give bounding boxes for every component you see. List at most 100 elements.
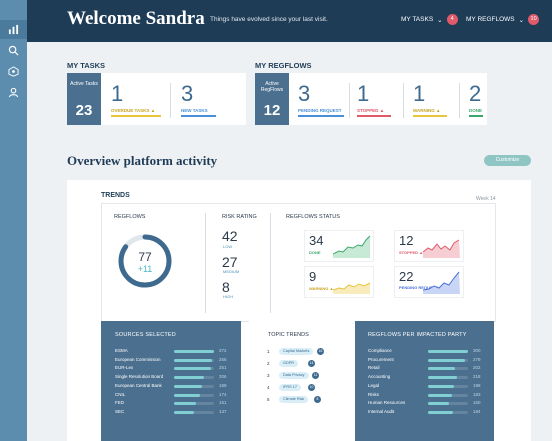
status-warning-value: 9 [309, 269, 317, 284]
pending-request-count: 3 [298, 81, 311, 106]
week-selector[interactable]: Week 14 [476, 196, 496, 202]
source-row[interactable]: Single Resolution Board 206 [115, 374, 233, 383]
status-card-pending[interactable]: 22 PENDING REQUEST [394, 266, 464, 298]
impacted-party-row[interactable]: Accounting 218 [368, 374, 487, 383]
source-bar-track [174, 376, 214, 380]
topic-row[interactable]: 4 IFRS 17 10 [267, 384, 337, 392]
pending-request-metric[interactable]: 3 PENDING REQUEST [298, 83, 344, 117]
risk-low-label: LOW [223, 244, 233, 249]
status-card-done[interactable]: 34 DONE [304, 230, 374, 262]
impacted-party-value: 279 [473, 356, 481, 362]
source-bar [174, 367, 211, 371]
source-bar-track [174, 402, 214, 406]
impacted-party-title: REGFLOWS PER IMPACTED PARTY [368, 332, 467, 338]
source-value: 272 [219, 348, 227, 353]
impacted-party-name: Risks [368, 391, 379, 397]
source-name: CNIL [115, 391, 126, 397]
warning-icon: ▲ [150, 108, 156, 113]
topic-row[interactable]: 1 Capital Markets 16 [267, 348, 337, 356]
source-row[interactable]: EUR-Lex 251 [115, 365, 233, 374]
new-tasks-metric[interactable]: 3 NEW TASKS [181, 83, 216, 117]
sidebar-item-search[interactable] [0, 41, 27, 60]
sidebar-item-network[interactable] [0, 62, 27, 81]
divider [270, 213, 271, 313]
stopped-count: 1 [357, 81, 370, 106]
topic-rank: 4 [267, 385, 270, 390]
source-bar [174, 358, 212, 362]
sidebar [0, 0, 27, 441]
risk-medium-value: 27 [222, 254, 238, 270]
topic-count-badge: 16 [317, 348, 324, 355]
impacted-party-bar-track [428, 384, 468, 388]
source-name: Single Resolution Board [115, 374, 164, 380]
source-bar [174, 410, 195, 414]
status-card-stopped[interactable]: 12 STOPPED ▲ [394, 230, 464, 262]
regflows-count-badge: 10 [528, 14, 540, 25]
risk-rating-title: RISK RATING [222, 214, 257, 220]
source-row[interactable]: FED 151 [115, 400, 233, 409]
impacted-party-row[interactable]: Retail 202 [368, 365, 487, 374]
impacted-party-row[interactable]: Legal 198 [368, 383, 487, 392]
network-icon [8, 66, 19, 77]
impacted-party-name: Procurement [368, 356, 394, 362]
impacted-party-bar [428, 393, 453, 397]
impacted-party-name: Compliance [368, 348, 392, 353]
impacted-party-row[interactable]: Compliance 300 [368, 348, 487, 357]
impacted-party-row[interactable]: Risks 183 [368, 392, 487, 401]
my-regflows-menu[interactable]: MY REGFLOWS ⌄ 10 [466, 14, 540, 25]
status-pending-sparkline [423, 271, 460, 294]
source-bar-track [174, 350, 214, 353]
topic-count-badge: 8 [314, 396, 321, 403]
topic-row[interactable]: 2 GDPR 14 [267, 360, 337, 368]
risk-low-value: 42 [222, 228, 238, 244]
impacted-party-name: Human Resources [368, 400, 406, 406]
topic-count-badge: 14 [308, 360, 315, 367]
status-card-warning[interactable]: 9 WARNING ▲ [304, 266, 374, 298]
bar-chart-icon [8, 24, 19, 35]
source-row[interactable]: ESMA 272 [115, 348, 233, 357]
done-count: 2 [469, 81, 482, 106]
done-metric[interactable]: 2 DONE [469, 83, 483, 117]
source-row[interactable]: European Central Bank 189 [115, 383, 233, 392]
warning-label: WARNING ▲ [413, 108, 441, 113]
new-tasks-bar [181, 115, 216, 117]
impacted-party-bar [428, 367, 455, 371]
impacted-party-row[interactable]: Procurement 279 [368, 357, 487, 366]
status-stopped-label: STOPPED ▲ [399, 250, 424, 255]
impacted-party-row[interactable]: Internal Audit 184 [368, 409, 487, 418]
sidebar-item-profile[interactable] [0, 83, 27, 102]
sidebar-item-dashboard[interactable] [0, 20, 27, 39]
regflows-gauge-title: REGFLOWS [114, 214, 146, 220]
customize-button[interactable]: Customize [484, 155, 531, 166]
impacted-party-row[interactable]: Human Resources 160 [368, 400, 487, 409]
topic-tag: Capital Markets [279, 348, 314, 355]
source-row[interactable]: SEC 137 [115, 409, 233, 418]
source-bar [174, 384, 202, 388]
new-tasks-label: NEW TASKS [181, 108, 208, 113]
source-row[interactable]: European Commission 256 [115, 357, 233, 366]
source-name: FED [115, 400, 124, 406]
source-bar-track [174, 367, 214, 371]
source-value: 174 [219, 391, 227, 397]
overdue-tasks-metric[interactable]: 1 OVERDUE TASKS ▲ [111, 83, 161, 117]
topic-row[interactable]: 3 Data Privacy 11 [267, 372, 337, 380]
active-regflows-tile[interactable]: Active RegFlows 12 [255, 73, 289, 125]
divider [205, 213, 206, 313]
source-value: 151 [219, 400, 227, 406]
topic-rank: 2 [267, 361, 270, 366]
new-tasks-count: 3 [181, 81, 194, 106]
topic-row[interactable]: 5 Climate Risk 8 [267, 396, 337, 404]
source-bar-track [174, 410, 214, 414]
source-row[interactable]: CNIL 174 [115, 392, 233, 401]
topic-rank: 3 [267, 373, 270, 378]
risk-high-label: HIGH [223, 294, 233, 299]
alert-icon: ▲ [379, 108, 385, 113]
regflows-status-title: REGFLOWS STATUS [286, 214, 340, 220]
active-regflows-label: Active RegFlows [260, 81, 284, 93]
source-bar-track [174, 384, 214, 388]
source-name: European Commission [115, 356, 161, 362]
warning-metric[interactable]: 1 WARNING ▲ [413, 83, 447, 117]
active-tasks-tile[interactable]: Active Tasks 23 [67, 73, 101, 125]
my-tasks-menu[interactable]: MY TASKS ⌄ 4 [401, 14, 458, 25]
stopped-metric[interactable]: 1 STOPPED ▲ [357, 83, 391, 117]
